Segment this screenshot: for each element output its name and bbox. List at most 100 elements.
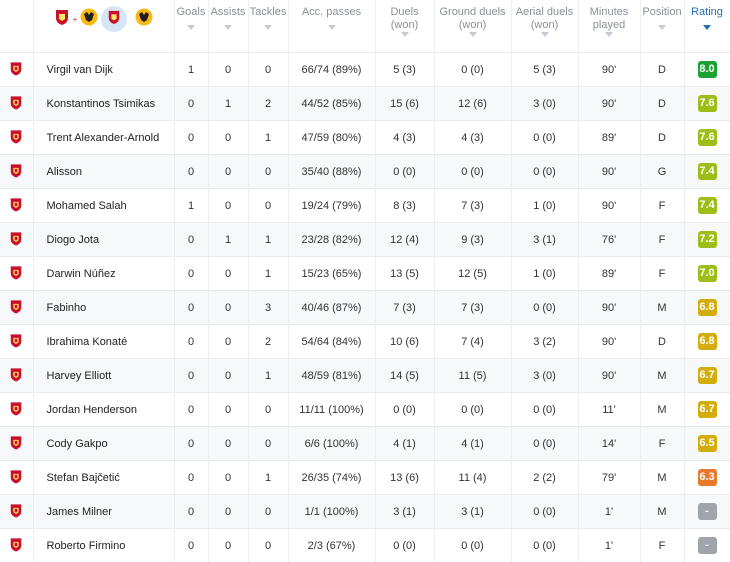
acc-passes-column-header[interactable]: Acc. passes (288, 0, 375, 53)
assists-cell: 0 (208, 325, 248, 359)
aerial-duels-cell: 3 (0) (511, 87, 578, 121)
liverpool-crest-icon (9, 162, 23, 182)
wolves-crest-icon[interactable] (80, 8, 98, 30)
acc-passes-cell: 19/24 (79%) (288, 189, 375, 223)
sort-arrow-icon (401, 32, 409, 37)
rating-cell: 7.0 (684, 257, 730, 291)
goals-cell: 0 (174, 121, 208, 155)
ground-duels-column-header[interactable]: Ground duels (won) (434, 0, 511, 53)
rating-cell: 6.7 (684, 359, 730, 393)
duels-cell: 7 (3) (375, 291, 434, 325)
aerial-duels-cell: 1 (0) (511, 257, 578, 291)
assists-cell: 0 (208, 495, 248, 529)
minutes-column-header[interactable]: Minutes played (578, 0, 640, 53)
acc-passes-cell: 66/74 (89%) (288, 53, 375, 87)
sort-arrow-icon (658, 25, 666, 30)
player-name[interactable]: James Milner (33, 495, 174, 529)
assists-cell: 0 (208, 461, 248, 495)
ground-duels-cell: 12 (5) (434, 257, 511, 291)
rating-cell: 6.8 (684, 291, 730, 325)
tackles-cell: 1 (248, 257, 288, 291)
position-cell: F (640, 223, 684, 257)
minutes-cell: 89' (578, 121, 640, 155)
player-name[interactable]: Ibrahima Konaté (33, 325, 174, 359)
assists-cell: 1 (208, 87, 248, 121)
acc-passes-cell: 35/40 (88%) (288, 155, 375, 189)
tackles-cell: 0 (248, 393, 288, 427)
acc-passes-cell: 15/23 (65%) (288, 257, 375, 291)
team-crest-cell (0, 53, 33, 87)
team-crest-cell (0, 393, 33, 427)
goals-cell: 0 (174, 325, 208, 359)
rating-cell: 6.8 (684, 325, 730, 359)
ground-duels-cell: 7 (3) (434, 189, 511, 223)
ground-duels-cell: 7 (4) (434, 325, 511, 359)
ground-duels-cell: 3 (1) (434, 495, 511, 529)
player-name[interactable]: Diogo Jota (33, 223, 174, 257)
player-name[interactable]: Mohamed Salah (33, 189, 174, 223)
aerial-duels-cell: 0 (0) (511, 495, 578, 529)
acc-passes-cell: 23/28 (82%) (288, 223, 375, 257)
assists-cell: 0 (208, 189, 248, 223)
rating-column-header[interactable]: Rating (684, 0, 730, 53)
minutes-cell: 90' (578, 87, 640, 121)
assists-cell: 0 (208, 291, 248, 325)
liverpool-crest-icon[interactable] (54, 8, 70, 30)
goals-column-header[interactable]: Goals (174, 0, 208, 53)
ground-duels-cell: 11 (5) (434, 359, 511, 393)
wolves-team-toggle[interactable] (135, 8, 153, 30)
rating-badge: 6.8 (698, 333, 717, 350)
team-crest-cell (0, 291, 33, 325)
player-name[interactable]: Virgil van Dijk (33, 53, 174, 87)
acc-passes-cell: 44/52 (85%) (288, 87, 375, 121)
aerial-duels-cell: 5 (3) (511, 53, 578, 87)
player-name[interactable]: Harvey Elliott (33, 359, 174, 393)
player-name[interactable]: Alisson (33, 155, 174, 189)
duels-cell: 0 (0) (375, 393, 434, 427)
player-name[interactable]: Darwin Núñez (33, 257, 174, 291)
tackles-cell: 0 (248, 495, 288, 529)
tackles-column-header[interactable]: Tackles (248, 0, 288, 53)
position-cell: M (640, 359, 684, 393)
aerial-duels-column-header[interactable]: Aerial duels (won) (511, 0, 578, 53)
duels-column-header[interactable]: Duels (won) (375, 0, 434, 53)
duels-cell: 13 (6) (375, 461, 434, 495)
position-column-header[interactable]: Position (640, 0, 684, 53)
liverpool-crest-icon (9, 128, 23, 148)
player-name[interactable]: Fabinho (33, 291, 174, 325)
assists-cell: 0 (208, 393, 248, 427)
player-name[interactable]: Jordan Henderson (33, 393, 174, 427)
assists-cell: 1 (208, 223, 248, 257)
acc-passes-cell: 47/59 (80%) (288, 121, 375, 155)
team-crest-cell (0, 427, 33, 461)
rating-cell: - (684, 495, 730, 529)
tackles-cell: 1 (248, 121, 288, 155)
assists-column-header[interactable]: Assists (208, 0, 248, 53)
goals-cell: 1 (174, 189, 208, 223)
player-name[interactable]: Trent Alexander-Arnold (33, 121, 174, 155)
player-name[interactable]: Stefan Bajčetić (33, 461, 174, 495)
sort-arrow-icon (541, 32, 549, 37)
tackles-cell: 2 (248, 87, 288, 121)
rating-badge: 6.7 (698, 401, 717, 418)
liverpool-team-toggle[interactable] (101, 6, 127, 32)
player-name[interactable]: Cody Gakpo (33, 427, 174, 461)
duels-cell: 3 (1) (375, 495, 434, 529)
player-name[interactable]: Konstantinos Tsimikas (33, 87, 174, 121)
rating-cell: 6.5 (684, 427, 730, 461)
